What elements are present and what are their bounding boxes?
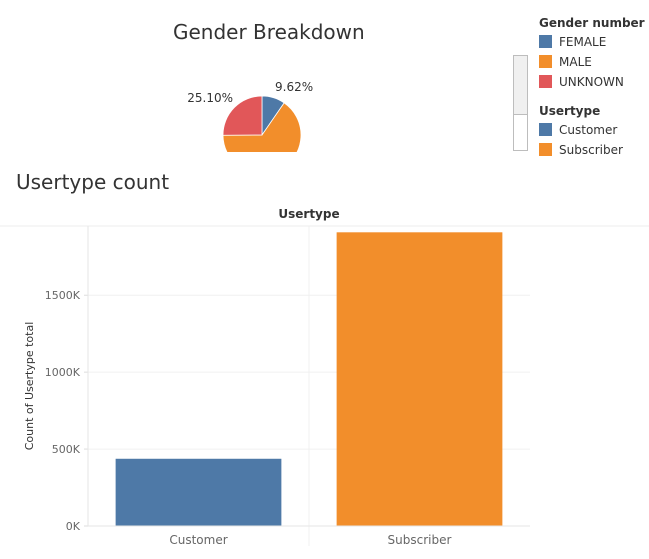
legend-item-customer[interactable]: Customer	[539, 120, 623, 140]
pie-slice-unknown[interactable]	[222, 95, 263, 136]
legend-swatch-unknown	[539, 75, 552, 88]
legend-swatch-customer	[539, 123, 552, 136]
usertype-chart-title: Usertype count	[16, 170, 170, 194]
y-tick-label: 1500K	[45, 289, 81, 302]
gender-pie-chart: 9.62% 25.10%	[187, 80, 313, 160]
bar-subscriber[interactable]	[336, 232, 503, 527]
x-tick-label-subscriber: Subscriber	[388, 533, 452, 547]
x-tick-label-customer: Customer	[169, 533, 227, 547]
y-axis-title: Count of Usertype total	[23, 322, 36, 451]
legend-item-subscriber[interactable]: Subscriber	[539, 140, 623, 160]
gender-chart-title: Gender Breakdown	[173, 20, 365, 44]
legend-label-unknown: UNKNOWN	[559, 75, 624, 89]
legend-swatch-male	[539, 55, 552, 68]
usertype-legend: Usertype Customer Subscriber	[539, 104, 623, 160]
legend-scrollbar[interactable]	[513, 55, 528, 151]
legend-label-female: FEMALE	[559, 35, 607, 49]
usertype-legend-title: Usertype	[539, 104, 601, 118]
pie-label-female: 9.62%	[275, 80, 313, 94]
gender-legend-title: Gender number ..	[539, 16, 649, 30]
legend-label-male: MALE	[559, 55, 592, 69]
y-tick-label: 1000K	[45, 366, 81, 379]
pie-slice-male[interactable]	[222, 102, 302, 160]
legend-item-male[interactable]: MALE	[539, 52, 649, 72]
gender-legend: Gender number .. FEMALE MALE UNKNOWN	[539, 16, 649, 92]
legend-scrollbar-thumb[interactable]	[514, 56, 527, 115]
legend-item-unknown[interactable]: UNKNOWN	[539, 72, 649, 92]
legend-swatch-subscriber	[539, 143, 552, 156]
y-tick-label: 0K	[66, 520, 81, 533]
legend-label-customer: Customer	[559, 123, 618, 137]
pie-label-unknown: 25.10%	[187, 91, 233, 105]
legend-label-subscriber: Subscriber	[559, 143, 623, 157]
bar-customer[interactable]	[115, 458, 282, 526]
y-tick-label: 500K	[52, 443, 81, 456]
legend-swatch-female	[539, 35, 552, 48]
bar-chart-header: Usertype	[278, 207, 339, 221]
legend-item-female[interactable]: FEMALE	[539, 32, 649, 52]
